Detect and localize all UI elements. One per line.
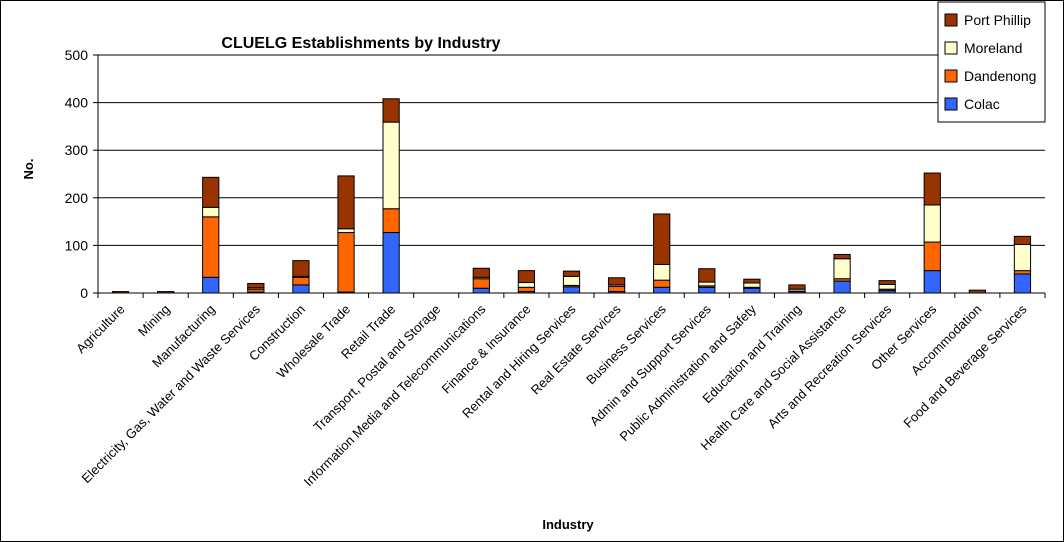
bar-segment <box>878 280 896 285</box>
legend-label: Colac <box>964 96 1000 112</box>
y-tick-label: 0 <box>80 285 88 301</box>
x-tick-label: Mining <box>135 302 173 340</box>
bar-segment <box>698 281 716 287</box>
bar-segment <box>743 278 761 284</box>
bar-segment <box>562 270 581 277</box>
legend-label: Dandenong <box>964 68 1036 84</box>
y-axis: 0 100 200 300 400 500 <box>65 47 99 301</box>
bar-segment <box>788 284 806 290</box>
bar-segment <box>607 277 626 286</box>
bar-segment <box>292 276 310 286</box>
legend-label: Moreland <box>964 40 1022 56</box>
bar-segment <box>562 286 581 294</box>
bar-segment <box>743 282 761 288</box>
bar-segment <box>382 98 400 123</box>
bar-segment <box>517 270 536 284</box>
bar-segment <box>833 253 851 260</box>
y-tick-label: 300 <box>65 142 89 158</box>
bar-segment <box>653 286 671 294</box>
bar-segment <box>923 172 941 206</box>
bar-segment <box>337 232 355 293</box>
bar-segment <box>382 121 400 210</box>
bar-segment <box>292 260 310 277</box>
bar-segment <box>923 270 941 294</box>
bar-segment <box>653 279 671 288</box>
y-tick-label: 100 <box>65 237 89 253</box>
bar-segment <box>923 204 941 243</box>
legend: Port Phillip Moreland Dandenong Colac <box>937 1 1046 123</box>
bar-segment <box>517 286 536 293</box>
y-tick-label: 400 <box>65 95 89 111</box>
legend-swatch <box>944 97 958 111</box>
bar-segment <box>202 216 220 278</box>
bar-segment <box>517 282 536 288</box>
bar-segment <box>833 258 851 280</box>
bar-segment <box>923 241 941 272</box>
x-axis: Agriculture MiningManufacturingElectricit… <box>73 292 1046 489</box>
y-axis-title: No. <box>21 159 36 180</box>
bar-segment <box>337 228 355 234</box>
legend-swatch <box>944 41 958 55</box>
bar-segment <box>202 176 220 208</box>
bar-segment <box>1013 243 1032 272</box>
bar-segment <box>472 278 490 289</box>
bar-segment <box>202 206 220 218</box>
x-axis-title: Industry <box>542 517 594 532</box>
bar-segment <box>698 286 716 294</box>
bar-segment <box>653 213 671 265</box>
bar-segment <box>382 208 400 234</box>
bar-segment <box>833 280 851 294</box>
bar-segment <box>653 263 671 281</box>
bar-segment <box>472 287 490 294</box>
bar-segment <box>292 284 310 294</box>
y-tick-label: 200 <box>65 190 89 206</box>
bars-layer <box>111 98 1032 294</box>
bar-segment <box>878 283 896 290</box>
legend-swatch <box>944 13 958 27</box>
grid-layer <box>98 54 1045 246</box>
bar-segment <box>337 175 355 230</box>
x-tick-label: Agriculture <box>73 302 128 357</box>
legend-swatch <box>944 69 958 83</box>
bar-segment <box>607 285 626 293</box>
y-tick-label: 500 <box>65 47 89 63</box>
bar-segment <box>698 268 716 283</box>
legend-label: Port Phillip <box>964 12 1031 28</box>
chart-title: CLUELG Establishments by Industry <box>221 35 500 52</box>
x-tick-label: Business Services <box>583 301 669 387</box>
bar-segment <box>202 276 220 294</box>
bar-segment <box>382 232 400 294</box>
bar-segment <box>1013 273 1032 294</box>
bar-segment <box>247 282 265 289</box>
bar-segment <box>743 287 761 294</box>
bar-segment <box>472 267 490 278</box>
bar-segment <box>562 275 581 286</box>
bar-segment <box>1013 235 1032 245</box>
